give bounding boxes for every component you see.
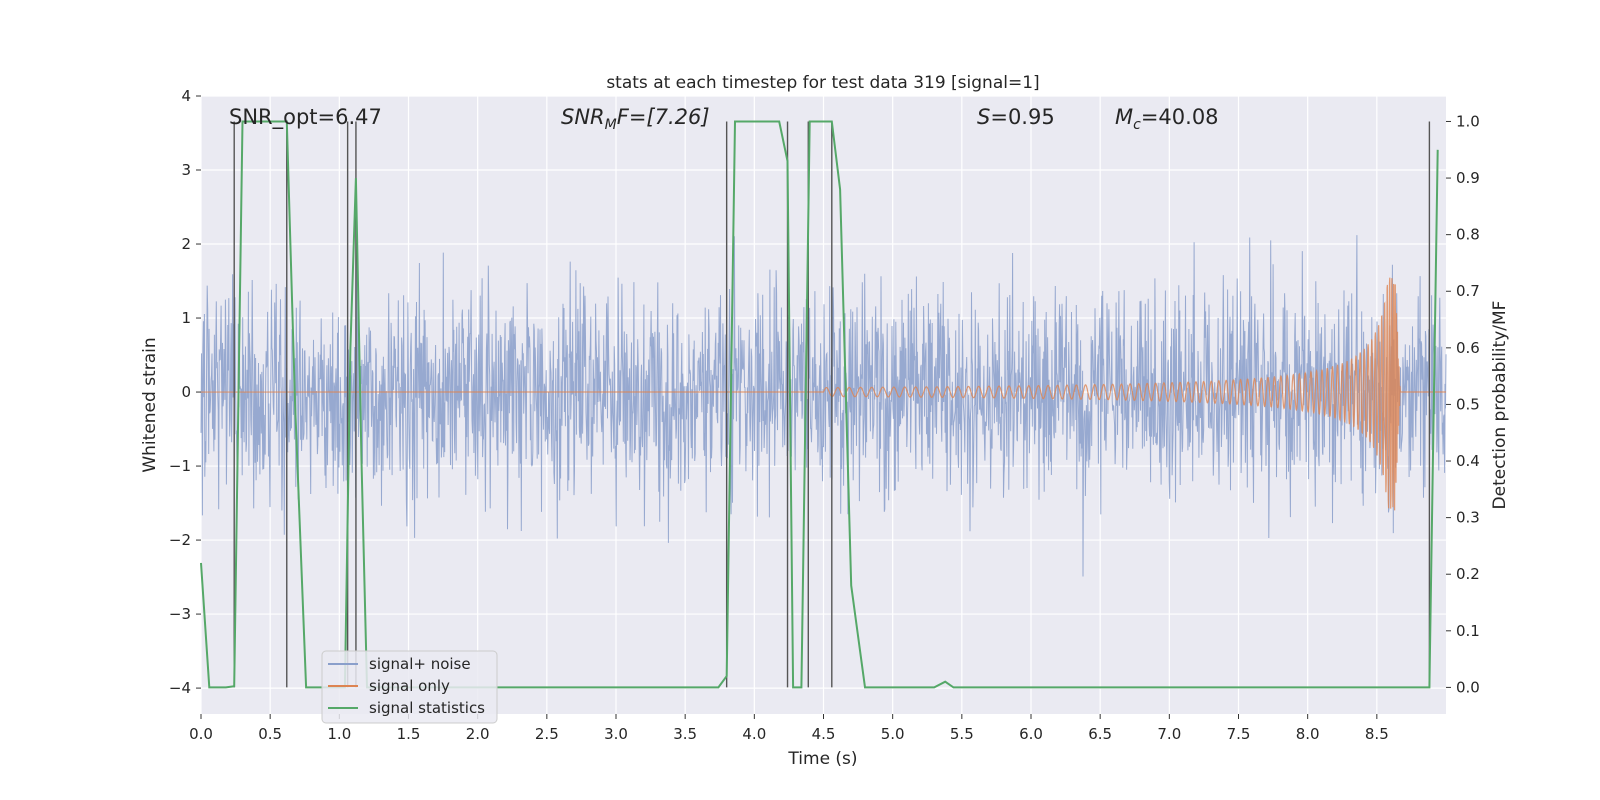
annotation-mc-sub: c [1133, 117, 1141, 133]
noise-series [200, 235, 1447, 577]
y-right-tick-label-7: 0.7 [1456, 282, 1480, 300]
legend-label-signal: signal only [369, 677, 450, 695]
y-left-tick-label-1: −3 [169, 605, 191, 623]
annotation-snr-mf: SNRMF=[7.26] [561, 105, 710, 133]
y-right-tick-label-5: 0.5 [1456, 395, 1480, 413]
x-axis-ticks: 0.0 0.5 1.0 1.5 2.0 2.5 3.0 3.5 4.0 4.5 5.0 5.5 6.0 6… [189, 714, 1389, 743]
y-axis-left-ticks: −4 −3 −2 −1 0 1 2 3 4 [169, 87, 201, 697]
y-right-tick-label-10: 1.0 [1456, 112, 1480, 130]
annotation-mc-tail: =40.08 [1141, 105, 1219, 129]
y-right-tick-label-0: 0.0 [1456, 678, 1480, 696]
annotation-mc: Mc=40.08 [1115, 105, 1219, 133]
x-tick-label-11: 5.5 [950, 725, 974, 743]
x-tick-label-8: 4.0 [742, 725, 766, 743]
stats-trace [200, 120, 1439, 689]
x-tick-label-12: 6.0 [1019, 725, 1043, 743]
x-tick-label-7: 3.5 [673, 725, 697, 743]
vertical-markers [233, 121, 1431, 688]
annotation-s: S=0.95 [977, 105, 1055, 129]
signal-only-series [200, 277, 1446, 511]
x-tick-label-15: 7.5 [1227, 725, 1251, 743]
legend-label-stats: signal statistics [369, 699, 485, 717]
annotation-snr-opt: SNR_opt=6.47 [229, 105, 382, 130]
x-tick-label-14: 7.0 [1157, 725, 1181, 743]
y-left-tick-label-5: 1 [181, 309, 191, 327]
x-tick-label-1: 0.5 [258, 725, 282, 743]
annotation-s-tail: =0.95 [990, 105, 1054, 129]
y-right-tick-label-6: 0.6 [1456, 339, 1480, 357]
annotation-snr-mf-sub: M [605, 117, 617, 133]
x-tick-label-13: 6.5 [1088, 725, 1112, 743]
annotation-snr-mf-base: SNR [561, 105, 605, 129]
annotation-snr-mf-tail: F=[7.26] [617, 105, 710, 129]
y-left-tick-label-7: 3 [181, 161, 191, 179]
chart-title: stats at each timestep for test data 319… [606, 73, 1039, 93]
y-left-tick-label-4: 0 [181, 383, 191, 401]
y-right-tick-label-4: 0.4 [1456, 452, 1480, 470]
y-left-tick-label-3: −1 [169, 457, 191, 475]
x-tick-label-9: 4.5 [812, 725, 836, 743]
signal-trace [200, 277, 1446, 511]
y-right-tick-label-9: 0.9 [1456, 169, 1480, 187]
x-axis-label: Time (s) [787, 749, 857, 769]
y-right-tick-label-2: 0.2 [1456, 565, 1480, 583]
y-right-tick-label-8: 0.8 [1456, 226, 1480, 244]
y-left-tick-label-8: 4 [181, 87, 191, 105]
legend-box [321, 650, 498, 724]
y-axis-right-label: Detection probability/MF [1490, 301, 1510, 510]
signal-statistics-series [200, 120, 1439, 689]
annotation-mc-base: M [1115, 105, 1133, 129]
y-right-tick-label-3: 0.3 [1456, 509, 1480, 527]
y-left-tick-label-0: −4 [169, 679, 191, 697]
x-tick-label-5: 2.5 [535, 725, 559, 743]
x-tick-label-6: 3.0 [604, 725, 628, 743]
y-axis-right-ticks: 0.0 0.1 0.2 0.3 0.4 0.5 0.6 0.7 0.8 0.9 1.0 [1446, 112, 1480, 696]
x-tick-label-3: 1.5 [397, 725, 421, 743]
y-left-tick-label-2: −2 [169, 531, 191, 549]
x-tick-label-2: 1.0 [327, 725, 351, 743]
x-tick-label-4: 2.0 [466, 725, 490, 743]
noise-trace [200, 235, 1447, 577]
x-tick-label-10: 5.0 [881, 725, 905, 743]
y-axis-left-label: Whitened strain [140, 337, 160, 472]
y-right-tick-label-1: 0.1 [1456, 622, 1480, 640]
legend: signal+ noise signal only signal statist… [321, 650, 498, 724]
annotation-s-base: S [977, 105, 990, 129]
y-left-tick-label-6: 2 [181, 235, 191, 253]
legend-label-noise: signal+ noise [369, 655, 471, 673]
x-tick-label-17: 8.5 [1365, 725, 1389, 743]
x-tick-label-0: 0.0 [189, 725, 213, 743]
x-tick-label-16: 8.0 [1296, 725, 1320, 743]
